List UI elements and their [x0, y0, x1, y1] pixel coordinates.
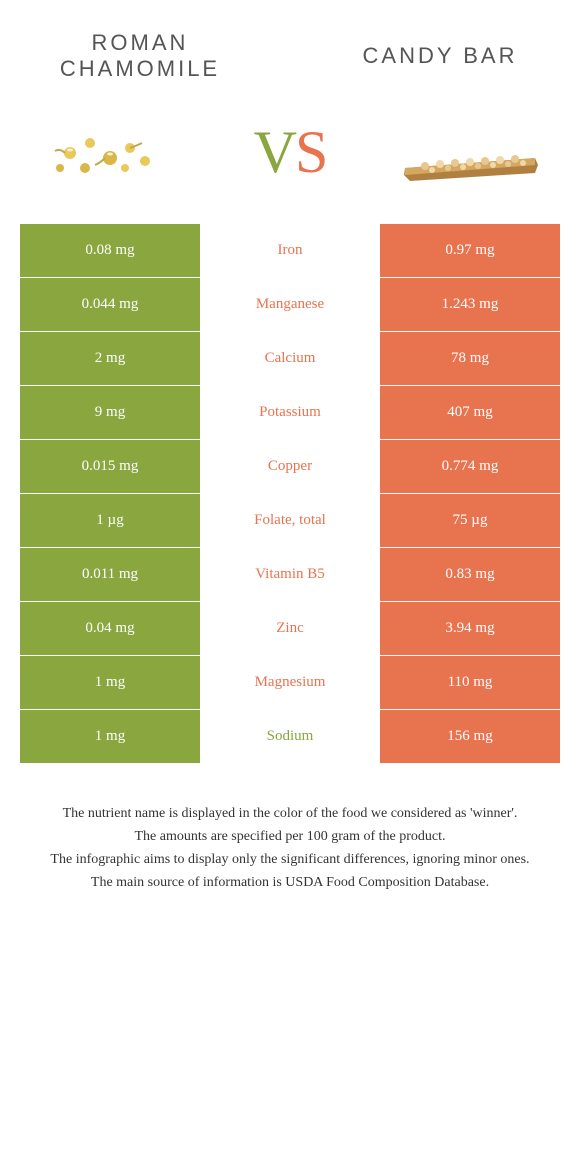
nutrient-label-cell: Magnesium	[200, 656, 380, 709]
left-value-cell: 0.044 mg	[20, 278, 200, 331]
left-value-cell: 2 mg	[20, 332, 200, 385]
footer-line: The nutrient name is displayed in the co…	[30, 803, 550, 824]
nutrient-label-cell: Calcium	[200, 332, 380, 385]
images-row: VS	[0, 93, 580, 223]
table-row: 1 mgMagnesium110 mg	[20, 655, 560, 709]
left-value-cell: 0.04 mg	[20, 602, 200, 655]
left-value-cell: 0.015 mg	[20, 440, 200, 493]
table-row: 2 mgCalcium78 mg	[20, 331, 560, 385]
table-row: 0.015 mgCopper0.774 mg	[20, 439, 560, 493]
left-value-cell: 0.011 mg	[20, 548, 200, 601]
table-row: 0.011 mgVitamin B50.83 mg	[20, 547, 560, 601]
chamomile-image	[30, 113, 190, 193]
header: ROMAN CHAMOMILE CANDY BAR	[0, 0, 580, 93]
footer-notes: The nutrient name is displayed in the co…	[0, 763, 580, 893]
right-value-cell: 1.243 mg	[380, 278, 560, 331]
left-value-cell: 1 mg	[20, 656, 200, 709]
right-value-cell: 0.774 mg	[380, 440, 560, 493]
nutrient-label-cell: Manganese	[200, 278, 380, 331]
left-food-title: ROMAN CHAMOMILE	[40, 30, 240, 83]
right-value-cell: 75 µg	[380, 494, 560, 547]
right-value-cell: 3.94 mg	[380, 602, 560, 655]
right-value-cell: 78 mg	[380, 332, 560, 385]
right-value-cell: 407 mg	[380, 386, 560, 439]
table-row: 0.044 mgManganese1.243 mg	[20, 277, 560, 331]
left-value-cell: 9 mg	[20, 386, 200, 439]
table-row: 0.08 mgIron0.97 mg	[20, 223, 560, 277]
right-value-cell: 0.97 mg	[380, 224, 560, 277]
right-value-cell: 156 mg	[380, 710, 560, 763]
table-row: 9 mgPotassium407 mg	[20, 385, 560, 439]
right-value-cell: 110 mg	[380, 656, 560, 709]
left-value-cell: 0.08 mg	[20, 224, 200, 277]
table-row: 0.04 mgZinc3.94 mg	[20, 601, 560, 655]
right-food-title: CANDY BAR	[340, 43, 540, 69]
footer-line: The amounts are specified per 100 gram o…	[30, 826, 550, 847]
left-value-cell: 1 mg	[20, 710, 200, 763]
nutrient-label-cell: Folate, total	[200, 494, 380, 547]
candy-bar-image	[390, 113, 550, 193]
comparison-table: 0.08 mgIron0.97 mg0.044 mgManganese1.243…	[0, 223, 580, 763]
nutrient-label-cell: Zinc	[200, 602, 380, 655]
nutrient-label-cell: Potassium	[200, 386, 380, 439]
nutrient-label-cell: Copper	[200, 440, 380, 493]
right-value-cell: 0.83 mg	[380, 548, 560, 601]
nutrient-label-cell: Vitamin B5	[200, 548, 380, 601]
table-row: 1 µgFolate, total75 µg	[20, 493, 560, 547]
vs-s: S	[295, 119, 326, 185]
nutrient-label-cell: Iron	[200, 224, 380, 277]
footer-line: The infographic aims to display only the…	[30, 849, 550, 870]
vs-label: VS	[254, 118, 327, 187]
footer-line: The main source of information is USDA F…	[30, 872, 550, 893]
left-value-cell: 1 µg	[20, 494, 200, 547]
nutrient-label-cell: Sodium	[200, 710, 380, 763]
table-row: 1 mgSodium156 mg	[20, 709, 560, 763]
vs-v: V	[254, 119, 295, 185]
